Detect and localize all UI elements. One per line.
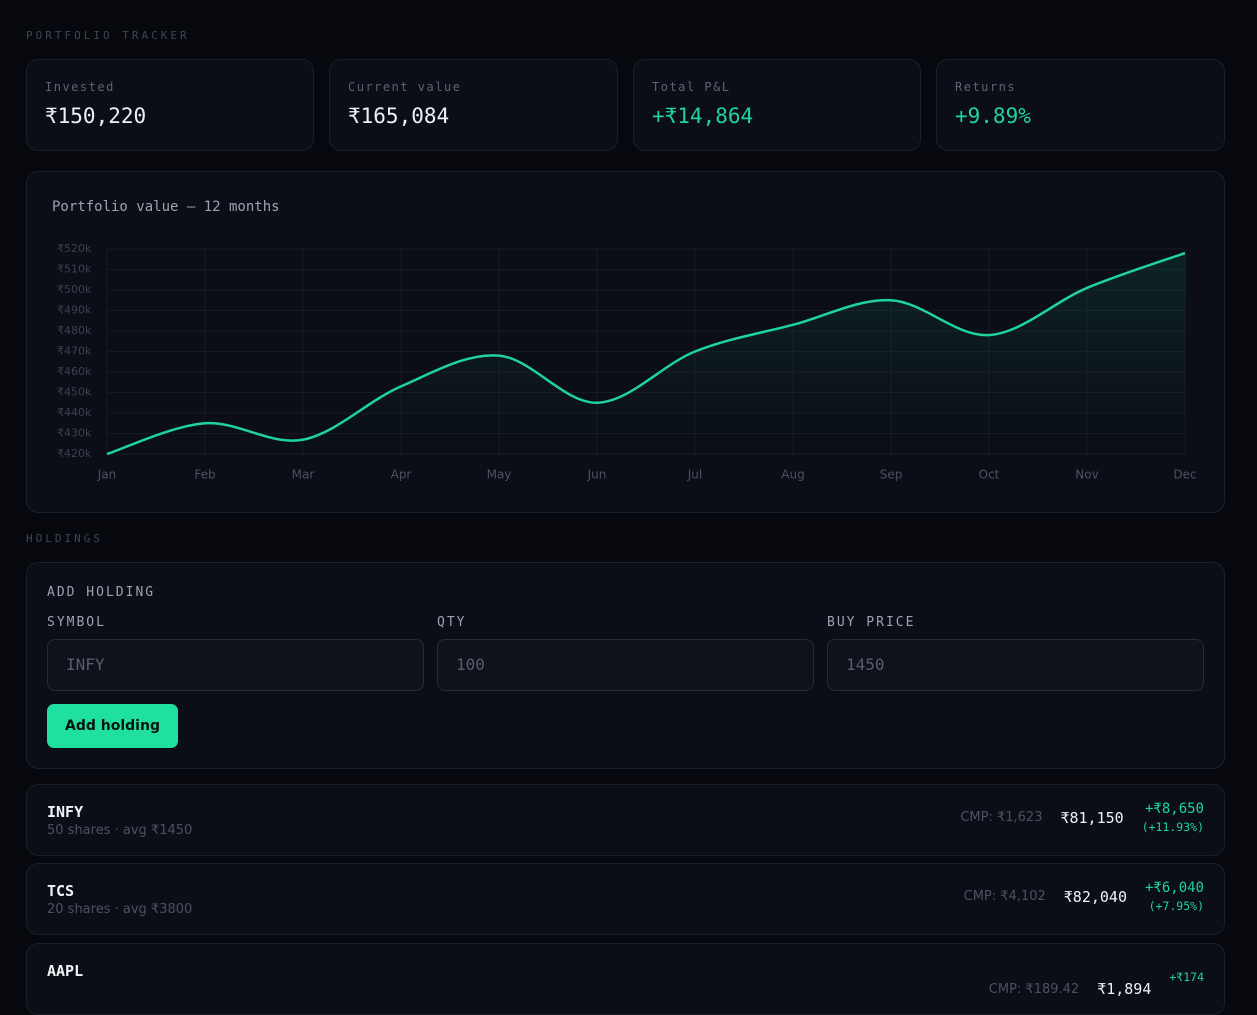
chart-title: Portfolio value — 12 months [52, 199, 280, 215]
x-tick-label: Mar [292, 468, 315, 482]
pnl: +₹174 [1169, 969, 1204, 984]
field-label: SYMBOL [47, 615, 106, 630]
cmp: CMP: ₹1,623 [960, 810, 1043, 825]
chart-card: Portfolio value — 12 months ₹420k ₹430k ₹4… [26, 171, 1225, 513]
y-tick-label: ₹440k [57, 406, 92, 419]
area [107, 253, 1185, 454]
cmp: CMP: ₹4,102 [963, 889, 1046, 904]
value: ₹81,150 [1060, 808, 1124, 827]
x-tick-label: Apr [391, 468, 412, 482]
y-tick-label: ₹470k [57, 345, 92, 358]
app-title: PORTFOLIO TRACKER [26, 29, 190, 42]
detail: 20 shares · avg ₹3800 [47, 902, 193, 917]
stat-card: Total P&L +₹14,864 [633, 59, 921, 151]
y-tick-label: ₹490k [57, 304, 92, 317]
line [106, 251, 1186, 456]
field-label: QTY [437, 615, 467, 630]
stat-card: Invested ₹150,220 [26, 59, 314, 151]
stat-label: Current value [348, 80, 462, 94]
stat-card: Returns +9.89% [936, 59, 1225, 151]
holding-row[interactable]: TCS 20 shares · avg ₹3800 CMP: ₹4,102 ₹82… [26, 863, 1225, 935]
symbol: AAPL [47, 962, 84, 980]
stat-label: Invested [45, 80, 115, 94]
y-tick-label: ₹460k [57, 365, 92, 378]
holding-row[interactable]: AAPL CMP: ₹189.42 ₹1,894 +₹174 [26, 943, 1225, 1015]
y-tick-label: ₹430k [57, 427, 92, 440]
x-tick-label: Dec [1173, 468, 1196, 482]
y-tick-label: ₹520k [57, 242, 92, 255]
cmp: CMP: ₹189.42 [988, 981, 1080, 997]
page: PORTFOLIO TRACKER Invested ₹150,220 Curre… [26, 29, 1225, 1015]
y-tick-label: ₹500k [57, 283, 92, 296]
x-tick-label: May [487, 468, 512, 482]
form-title: ADD HOLDING [47, 585, 156, 600]
add-button[interactable]: Add holding [47, 704, 178, 748]
x-tick-label: Aug [781, 468, 804, 482]
y-tick-label: ₹420k [57, 447, 92, 460]
y-tick-label: ₹510k [57, 263, 92, 276]
pnl: +₹6,040 [1144, 880, 1204, 896]
stat-value: +9.89% [955, 104, 1031, 128]
symbol: INFY [47, 803, 84, 821]
value: ₹82,040 [1063, 887, 1127, 906]
x-tick-label: Jan [97, 468, 117, 482]
detail: 50 shares · avg ₹1450 [47, 823, 193, 838]
y-tick-label: ₹480k [57, 324, 92, 337]
pnl: +₹8,650 [1144, 801, 1204, 817]
stat-value: ₹150,220 [45, 104, 147, 128]
x-tick-label: Nov [1075, 468, 1098, 482]
chart: Portfolio value — 12 months ₹420k ₹430k ₹4… [52, 199, 1197, 482]
text-input[interactable]: 1450 [827, 639, 1204, 691]
x-tick-label: Jun [587, 468, 607, 482]
stat-label: Total P&L [652, 80, 731, 94]
x-tick-label: Sep [880, 468, 903, 482]
y-tick-label: ₹450k [57, 386, 92, 399]
x-tick-label: Feb [194, 468, 215, 482]
pnl-pct: (+7.95%) [1148, 899, 1204, 913]
section-title: HOLDINGS [26, 532, 103, 545]
add-form: ADD HOLDING SYMBOL QTY BUY PRICE INFY 10… [26, 562, 1225, 769]
stat-label: Returns [955, 80, 1017, 94]
symbol: TCS [47, 882, 75, 900]
stat-card: Current value ₹165,084 [329, 59, 618, 151]
text-input[interactable]: 100 [437, 639, 814, 691]
x-tick-label: Jul [687, 468, 702, 482]
stat-value: ₹165,084 [348, 104, 450, 128]
holding-row[interactable]: INFY 50 shares · avg ₹1450 CMP: ₹1,623 ₹8… [26, 784, 1225, 856]
text-input[interactable]: INFY [47, 639, 424, 691]
stat-value: +₹14,864 [652, 104, 754, 128]
pnl-pct: (+11.93%) [1141, 820, 1204, 834]
field-label: BUY PRICE [827, 615, 916, 630]
x-tick-label: Oct [979, 468, 1000, 482]
